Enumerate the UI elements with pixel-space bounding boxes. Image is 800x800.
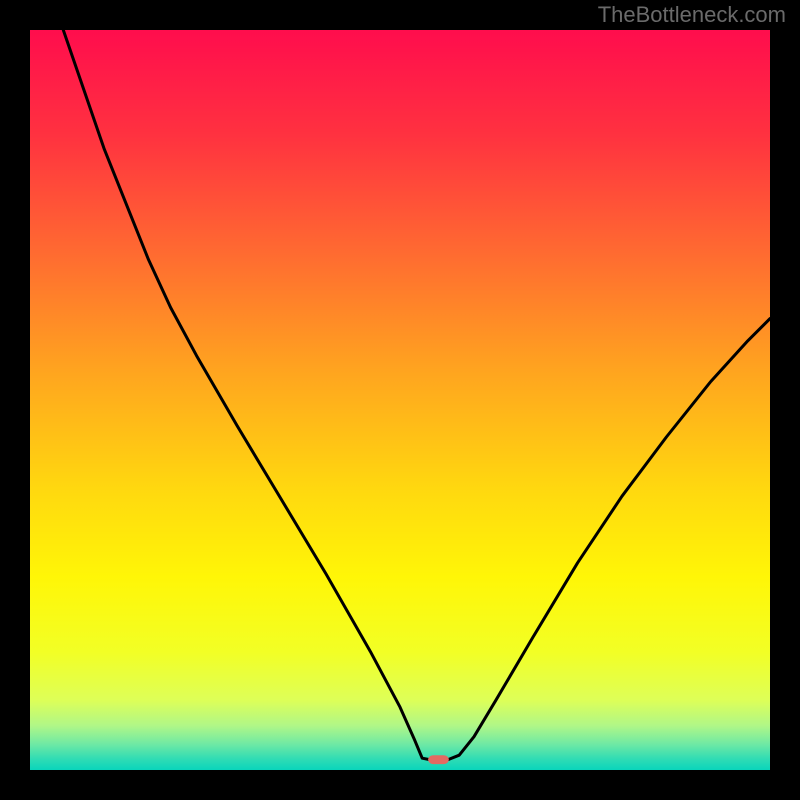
plot-area [30, 30, 770, 770]
optimal-marker [428, 755, 449, 764]
bottleneck-chart-svg [30, 30, 770, 770]
chart-frame: TheBottleneck.com [0, 0, 800, 800]
gradient-background [30, 30, 770, 770]
watermark-text: TheBottleneck.com [598, 2, 786, 28]
